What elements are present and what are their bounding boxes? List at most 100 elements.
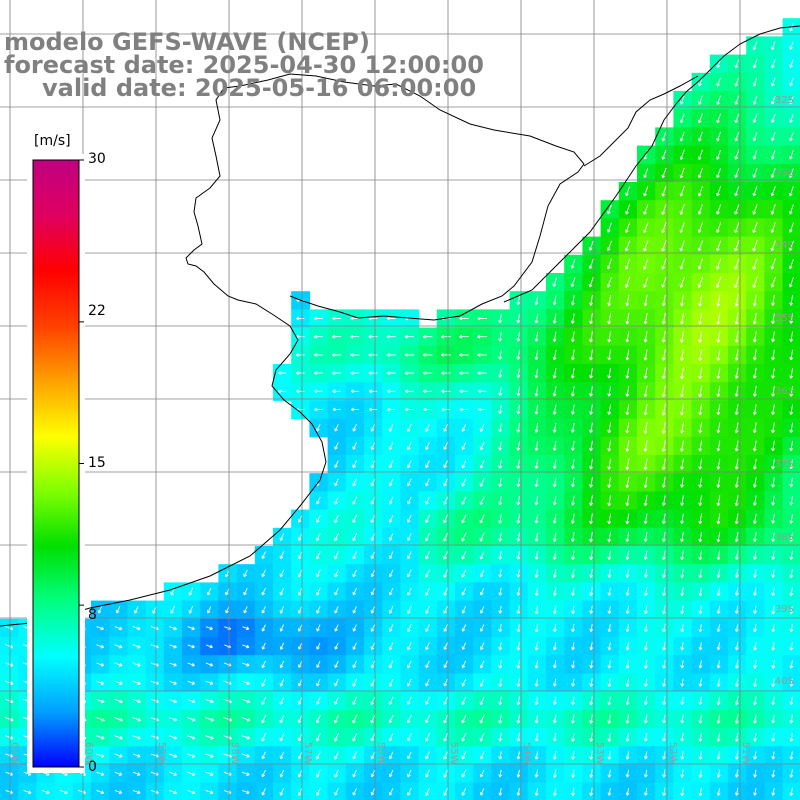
wind-arrow xyxy=(316,696,321,705)
wind-arrow xyxy=(753,587,757,596)
wind-arrow xyxy=(498,732,503,742)
wind-arrow xyxy=(168,717,178,722)
wind-arrow xyxy=(350,389,359,394)
wind-arrow xyxy=(425,769,430,778)
wind-arrow xyxy=(95,698,105,704)
wind-arrow xyxy=(625,660,630,669)
lat-label: 38S xyxy=(774,532,794,543)
wind-arrow xyxy=(789,41,794,50)
wind-arrow xyxy=(407,678,412,687)
wind-arrow xyxy=(752,41,758,50)
wind-arrow xyxy=(534,368,539,379)
wind-arrow xyxy=(370,696,376,706)
wind-arrow xyxy=(443,460,449,469)
wind-arrow xyxy=(680,605,685,615)
wind-arrow xyxy=(95,735,105,740)
wind-arrow xyxy=(552,769,557,778)
wind-arrow xyxy=(552,277,558,287)
wind-arrow xyxy=(443,678,448,687)
wind-arrow xyxy=(331,334,342,339)
wind-arrow xyxy=(498,459,503,469)
wind-arrow xyxy=(771,641,776,651)
wind-arrow xyxy=(771,787,776,796)
wind-arrow xyxy=(788,204,794,215)
wind-arrow xyxy=(680,513,684,525)
wind-arrow xyxy=(606,258,612,270)
wind-arrow xyxy=(59,789,68,795)
wind-arrow xyxy=(279,714,285,724)
wind-arrow xyxy=(625,513,630,525)
wind-arrow xyxy=(716,149,722,160)
wind-arrow xyxy=(534,605,539,615)
wind-arrow xyxy=(643,623,648,633)
wind-arrow xyxy=(352,551,358,560)
wind-arrow xyxy=(771,294,775,306)
wind-arrow xyxy=(661,458,666,470)
wind-arrow xyxy=(132,735,141,740)
wind-arrow xyxy=(352,714,358,724)
wind-arrow xyxy=(662,733,666,742)
wind-arrow xyxy=(461,423,467,432)
wind-arrow xyxy=(589,477,593,488)
wind-arrow xyxy=(498,405,503,415)
wind-arrow xyxy=(242,644,250,649)
wind-arrow xyxy=(680,623,685,633)
wind-arrow xyxy=(771,714,776,724)
wind-arrow xyxy=(734,59,740,69)
wind-arrow xyxy=(169,771,177,776)
wind-arrow xyxy=(643,787,648,796)
wind-arrow xyxy=(661,385,666,398)
wind-arrow xyxy=(570,513,575,524)
wind-arrow xyxy=(168,735,178,740)
wind-arrow xyxy=(279,696,285,705)
wind-arrow xyxy=(261,788,266,796)
wind-arrow xyxy=(661,312,666,325)
wind-arrow xyxy=(607,495,612,506)
wind-arrow xyxy=(407,660,412,669)
wind-arrow xyxy=(186,735,196,740)
wind-arrow xyxy=(716,385,721,397)
lon-label: 55W xyxy=(448,742,459,765)
wind-arrow xyxy=(96,771,105,776)
wind-arrow xyxy=(425,660,430,669)
wind-arrow xyxy=(770,276,776,288)
lon-label: 53W xyxy=(594,742,605,765)
wind-arrow xyxy=(607,787,612,796)
wind-arrow xyxy=(334,478,339,487)
wind-arrow xyxy=(552,550,557,560)
wind-arrow xyxy=(625,587,630,596)
wind-arrow xyxy=(443,660,448,669)
wind-arrow xyxy=(516,514,521,524)
wind-arrow xyxy=(370,678,376,687)
title-valid-date: valid date: 2025-05-16 06:00:00 xyxy=(42,74,477,102)
wind-arrow xyxy=(95,716,105,722)
wind-arrow xyxy=(734,95,740,105)
wind-arrow xyxy=(698,349,703,361)
wind-arrow xyxy=(625,313,630,325)
wind-arrow xyxy=(461,496,467,505)
wind-arrow xyxy=(241,735,251,740)
wind-arrow xyxy=(422,353,433,357)
wind-arrow xyxy=(734,422,739,434)
wind-arrow xyxy=(242,626,250,631)
wind-arrow xyxy=(643,222,649,234)
wind-arrow xyxy=(332,316,341,321)
wind-arrow xyxy=(607,624,612,632)
wind-arrow xyxy=(352,696,358,705)
wind-arrow xyxy=(679,222,685,234)
wind-arrow xyxy=(680,587,685,597)
wind-arrow xyxy=(498,514,503,524)
wind-arrow xyxy=(789,331,794,343)
wind-arrow xyxy=(552,477,557,488)
wind-arrow xyxy=(680,568,685,579)
wind-arrow xyxy=(680,751,685,760)
wind-arrow xyxy=(589,331,593,343)
wind-arrow xyxy=(734,477,739,488)
wind-arrow xyxy=(334,642,339,650)
wind-arrow xyxy=(734,349,739,361)
wind-arrow xyxy=(589,404,593,415)
wind-arrow xyxy=(571,714,575,724)
wind-arrow xyxy=(407,460,412,469)
wind-arrow xyxy=(370,751,376,760)
wind-arrow xyxy=(734,714,739,724)
